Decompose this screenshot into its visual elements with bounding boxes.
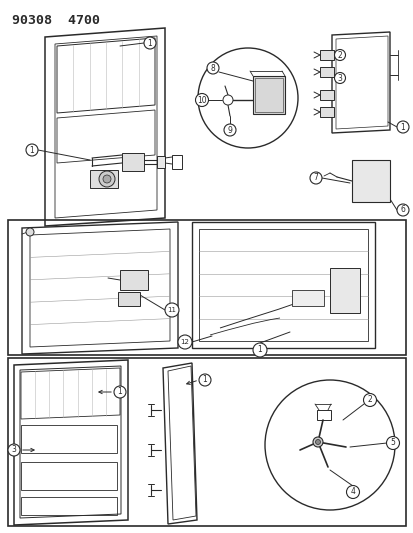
Circle shape bbox=[114, 386, 126, 398]
Circle shape bbox=[396, 204, 408, 216]
Circle shape bbox=[165, 303, 178, 317]
Circle shape bbox=[386, 437, 399, 449]
Circle shape bbox=[396, 121, 408, 133]
Bar bbox=[120, 270, 147, 290]
Text: 9: 9 bbox=[227, 125, 232, 134]
Bar bbox=[291, 290, 323, 306]
Bar bbox=[319, 107, 333, 117]
Circle shape bbox=[334, 72, 345, 84]
Bar bbox=[319, 50, 333, 60]
Circle shape bbox=[144, 37, 156, 49]
Bar bbox=[122, 153, 144, 171]
Circle shape bbox=[312, 437, 322, 447]
Circle shape bbox=[223, 95, 233, 105]
Text: 1: 1 bbox=[400, 123, 404, 132]
Bar bbox=[118, 292, 140, 306]
Text: 12: 12 bbox=[180, 339, 189, 345]
Text: 1: 1 bbox=[147, 38, 152, 47]
Circle shape bbox=[264, 380, 394, 510]
Circle shape bbox=[315, 440, 320, 445]
Bar bbox=[254, 78, 282, 112]
Bar bbox=[316, 410, 330, 420]
Circle shape bbox=[103, 175, 111, 183]
Text: 11: 11 bbox=[167, 307, 176, 313]
Text: 5: 5 bbox=[389, 439, 394, 448]
Bar bbox=[171, 155, 182, 169]
Bar bbox=[8, 358, 405, 526]
Text: 90308  4700: 90308 4700 bbox=[12, 14, 100, 27]
Circle shape bbox=[26, 144, 38, 156]
Text: 1: 1 bbox=[202, 376, 207, 384]
Circle shape bbox=[8, 444, 20, 456]
Text: 3: 3 bbox=[12, 446, 17, 455]
Circle shape bbox=[363, 393, 375, 407]
Bar bbox=[351, 160, 389, 202]
Circle shape bbox=[195, 93, 208, 107]
Bar bbox=[21, 425, 117, 453]
Text: 8: 8 bbox=[210, 63, 215, 72]
Circle shape bbox=[178, 335, 192, 349]
Text: 10: 10 bbox=[197, 95, 206, 104]
Circle shape bbox=[206, 62, 218, 74]
Text: 6: 6 bbox=[400, 206, 404, 214]
Bar bbox=[329, 268, 359, 313]
Text: 4: 4 bbox=[350, 488, 355, 497]
Text: 2: 2 bbox=[367, 395, 371, 405]
Bar bbox=[8, 220, 405, 355]
Circle shape bbox=[99, 171, 115, 187]
Circle shape bbox=[26, 228, 34, 236]
Circle shape bbox=[197, 48, 297, 148]
Circle shape bbox=[252, 343, 266, 357]
Bar bbox=[21, 497, 117, 515]
Bar bbox=[90, 170, 118, 188]
Bar bbox=[319, 90, 333, 100]
Bar bbox=[21, 462, 117, 490]
Text: 1: 1 bbox=[257, 345, 262, 354]
Text: 2: 2 bbox=[337, 51, 342, 60]
Text: 3: 3 bbox=[337, 74, 342, 83]
Text: 1: 1 bbox=[30, 146, 34, 155]
Circle shape bbox=[346, 486, 358, 498]
Bar bbox=[319, 67, 333, 77]
Circle shape bbox=[309, 172, 321, 184]
Bar bbox=[157, 156, 165, 168]
Text: 1: 1 bbox=[117, 387, 122, 397]
Circle shape bbox=[334, 50, 345, 61]
Circle shape bbox=[199, 374, 211, 386]
Circle shape bbox=[223, 124, 235, 136]
Bar bbox=[252, 76, 284, 114]
Text: 7: 7 bbox=[313, 174, 318, 182]
